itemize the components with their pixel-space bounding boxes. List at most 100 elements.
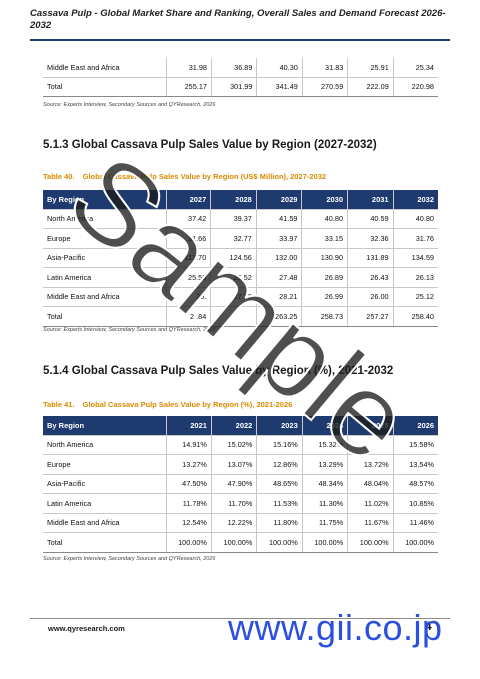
table-cell: 48.65%	[256, 474, 303, 494]
footer-rule	[30, 618, 450, 619]
row-label: Total	[43, 532, 166, 553]
table-cell: 33.97	[255, 228, 302, 249]
table-title: Global Cassava Pulp Sales Value by Regio…	[82, 400, 293, 409]
table-cell: 11.30%	[301, 493, 348, 514]
table-row: Latin America 11.78% 11.70% 11.53% 11.30…	[43, 493, 438, 514]
row-label: Middle East and Africa	[43, 287, 166, 307]
table-header-row: By Region 2021 2022 2023 2024 2025 2026	[43, 416, 438, 436]
table-cell: 301.99	[210, 77, 257, 97]
table-cell: 15.16%	[256, 435, 303, 455]
table-row: Middle East and Africa 31.98 36.89 40.30…	[43, 58, 438, 78]
section-heading: 5.1.4 Global Cassava Pulp Sales Value by…	[43, 365, 394, 377]
row-label: Europe	[43, 454, 166, 475]
column-header: 2025	[347, 416, 394, 436]
table-title: Global Cassava Pulp Sales Value by Regio…	[82, 172, 327, 181]
table-cell: 100.00%	[165, 532, 212, 553]
column-header: 2023	[256, 416, 303, 436]
table-row: Asia-Pacific 117.70 124.56 132.00 130.90…	[43, 248, 438, 268]
table-cell: 100.00%	[392, 532, 438, 553]
table-row: Total 2 .84 263.25 258.73 257.27 258.40	[43, 306, 438, 327]
table-cell: 48.57%	[392, 474, 438, 494]
table-cell: 26.13	[392, 267, 438, 288]
sales-share-table-2021-2026: By Region 2021 2022 2023 2024 2025 2026 …	[43, 416, 438, 553]
table-cell: 13.07%	[210, 454, 257, 475]
table-row: Middle East and Africa 12.54% 12.22% 11.…	[43, 513, 438, 533]
table-row: Europe 13.27% 13.07% 12.86% 13.29% 13.72…	[43, 454, 438, 475]
section-heading: 5.1.3 Global Cassava Pulp Sales Value by…	[43, 139, 377, 151]
table-row: Total 255.17 301.99 341.49 270.59 222.09…	[43, 77, 438, 97]
table-cell: 27.22	[210, 287, 257, 307]
table-cell	[347, 435, 394, 455]
table-row: North America 14.91% 15.02% 15.16% 15.32…	[43, 435, 438, 455]
table-cell: 132.00	[255, 248, 302, 268]
table-caption: Table 41. Global Cassava Pulp Sales Valu…	[43, 400, 292, 409]
continued-table: Middle East and Africa 31.98 36.89 40.30…	[43, 58, 438, 97]
row-label: North America	[43, 209, 166, 229]
table-cell	[210, 306, 257, 327]
table-cell: 15.02%	[210, 435, 257, 455]
column-header: 2021	[165, 416, 212, 436]
table-cell: 26.99	[301, 287, 348, 307]
column-header: 2022	[210, 416, 257, 436]
table-cell: 11.67%	[347, 513, 394, 533]
table-cell: 220.98	[392, 77, 438, 97]
table-cell: 25.12	[392, 287, 438, 307]
page-number: 4	[425, 619, 432, 633]
table-cell: 258.73	[301, 306, 348, 327]
table-row: Latin America 25.53 26.52 27.48 26.89 26…	[43, 267, 438, 288]
table-cell: 12.54%	[165, 513, 212, 533]
table-cell: 36.89	[210, 58, 257, 78]
column-header: 2027	[165, 190, 211, 210]
table-cell: 40.59	[347, 209, 394, 229]
table-cell: 48.34%	[301, 474, 348, 494]
table-cell: 26.00	[347, 287, 394, 307]
table-cell: 40.80	[392, 209, 438, 229]
table-cell: 131.89	[347, 248, 394, 268]
table-cell: 100.00%	[256, 532, 303, 553]
table-number: Table 40.	[43, 172, 75, 181]
row-label: Middle East and Africa	[43, 513, 166, 533]
table-cell: 10.85%	[392, 493, 438, 514]
row-label: North America	[43, 435, 166, 455]
table-cell: 31.83	[301, 58, 348, 78]
table-cell: 25.91	[347, 58, 394, 78]
page-header-title: Cassava Pulp - Global Market Share and R…	[30, 8, 446, 31]
column-header: By Region	[43, 416, 166, 436]
table-cell: 37.42	[165, 209, 211, 229]
table-cell: 31.66	[165, 228, 211, 249]
table-cell: 100.00%	[210, 532, 257, 553]
table-cell: 26.89	[301, 267, 348, 288]
table-cell: 134.59	[392, 248, 438, 268]
row-label: Latin America	[43, 493, 166, 514]
table-cell: 26.52	[210, 267, 257, 288]
table-cell: 26.	[165, 287, 211, 307]
table-cell: 11.53%	[256, 493, 303, 514]
source-note: Source: Experts Interview, Secondary Sou…	[43, 556, 216, 562]
table-cell: 47.50%	[165, 474, 212, 494]
table-cell: 257.27	[347, 306, 394, 327]
column-header: 2028	[210, 190, 257, 210]
table-cell: 263.25	[255, 306, 302, 327]
row-label: Total	[43, 77, 166, 97]
table-row: North America 37.42 39.37 41.59 40.80 40…	[43, 209, 438, 229]
column-header: 2029	[255, 190, 302, 210]
table-cell: 25.34	[392, 58, 438, 78]
table-cell: 15.58%	[392, 435, 438, 455]
table-cell: 255.17	[165, 77, 212, 97]
table-cell: 25.53	[165, 267, 211, 288]
table-cell: 15.32%	[301, 435, 348, 455]
row-label: Asia-Pacific	[43, 248, 166, 268]
table-cell: 11.78%	[165, 493, 212, 514]
table-row: Asia-Pacific 47.50% 47.90% 48.65% 48.34%…	[43, 474, 438, 494]
table-cell: 31.76	[392, 228, 438, 249]
table-cell: 11.46%	[392, 513, 438, 533]
table-cell: 130.90	[301, 248, 348, 268]
table-cell: 40.30	[256, 58, 303, 78]
table-cell: 12.86%	[256, 454, 303, 475]
sales-value-table-2027-2032: By Region 2027 2028 2029 2030 2031 2032 …	[43, 190, 438, 327]
table-cell: 11.02%	[347, 493, 394, 514]
table-cell: 13.29%	[301, 454, 348, 475]
table-cell: 2 .84	[165, 306, 211, 327]
table-cell: 270.59	[301, 77, 348, 97]
